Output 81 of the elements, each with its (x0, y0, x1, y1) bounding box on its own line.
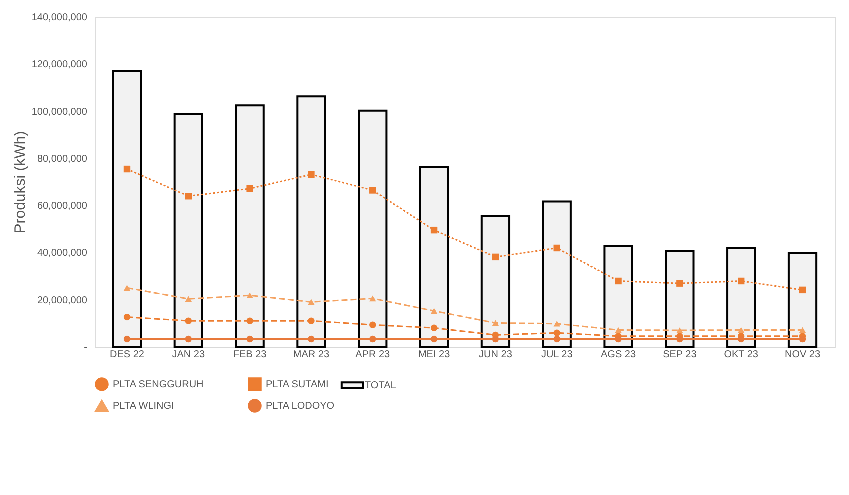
x-tick-label: MEI 23 (418, 350, 451, 360)
point (430, 226, 438, 234)
point (799, 336, 806, 343)
point (554, 244, 560, 252)
x-tick-label: JUN 23 (479, 350, 513, 360)
point (738, 336, 745, 343)
point (492, 320, 500, 326)
legend-label: PLTA SUTAMI (266, 379, 329, 390)
point (246, 318, 254, 324)
point (124, 336, 131, 343)
point (492, 254, 500, 261)
bar (665, 250, 695, 348)
point (370, 336, 376, 343)
y-tick-label: 120,000,000 (32, 60, 88, 71)
legend-label: TOTAL (365, 380, 397, 392)
x-tick-label: MAR 23 (293, 350, 330, 360)
x-tick-label: OKT 23 (724, 350, 759, 360)
y-tick-label: 20,000,000 (37, 295, 88, 306)
point (615, 278, 622, 285)
point (799, 286, 806, 294)
point (370, 187, 376, 194)
y-axis-title: Produksi (kWh) (12, 131, 29, 234)
bar (480, 214, 511, 348)
point (676, 336, 684, 343)
y-tick-label: 80,000,000 (37, 154, 88, 165)
point (124, 166, 131, 173)
point (430, 336, 438, 343)
point (185, 193, 192, 200)
legend-label: PLTA WLINGI (113, 401, 174, 412)
x-tick-label: JUL 23 (541, 350, 574, 360)
bar (174, 113, 204, 348)
y-tick-label: 60,000,000 (37, 201, 88, 212)
point (246, 336, 254, 343)
x-tick-label: JAN 23 (172, 350, 206, 360)
point (738, 278, 745, 285)
point (370, 296, 376, 302)
point (430, 324, 438, 332)
point (185, 336, 192, 343)
point (124, 314, 131, 321)
y-tick-label: 100,000,000 (32, 106, 88, 118)
point (615, 327, 622, 334)
point (554, 336, 560, 343)
x-tick-label: AGS 23 (601, 350, 636, 360)
point (370, 322, 376, 328)
bar (604, 245, 634, 348)
point (308, 336, 315, 343)
x-tick-label: DES 22 (110, 350, 145, 360)
bar (788, 252, 818, 348)
point (124, 285, 131, 291)
point (308, 299, 315, 306)
point (554, 320, 560, 327)
x-tick-label: FEB 23 (233, 350, 268, 360)
legend-label: PLTA LODOYO (266, 401, 335, 412)
x-tick-label: APR 23 (356, 350, 391, 360)
x-tick-label: SEP 23 (663, 350, 698, 360)
bar (235, 104, 265, 348)
bar (112, 70, 142, 348)
point (738, 327, 745, 334)
legend-label: PLTA SENGGURUH (113, 379, 204, 390)
point (676, 280, 684, 287)
point (430, 308, 438, 314)
x-tick-label: NOV 23 (784, 350, 821, 360)
point (676, 328, 684, 334)
point (246, 185, 254, 192)
point (554, 330, 560, 336)
bar (296, 96, 326, 348)
point (799, 327, 806, 334)
bar (419, 166, 450, 348)
point (615, 336, 622, 343)
point (492, 336, 500, 343)
point (185, 318, 192, 324)
y-tick-label: 40,000,000 (37, 248, 88, 260)
y-tick-label: - (84, 342, 88, 354)
bar (358, 110, 388, 348)
point (246, 292, 254, 299)
point (308, 171, 315, 178)
point (308, 318, 315, 324)
point (185, 296, 192, 302)
y-tick-label: 140,000,000 (32, 12, 88, 24)
bar (726, 247, 756, 348)
bar (542, 200, 572, 348)
